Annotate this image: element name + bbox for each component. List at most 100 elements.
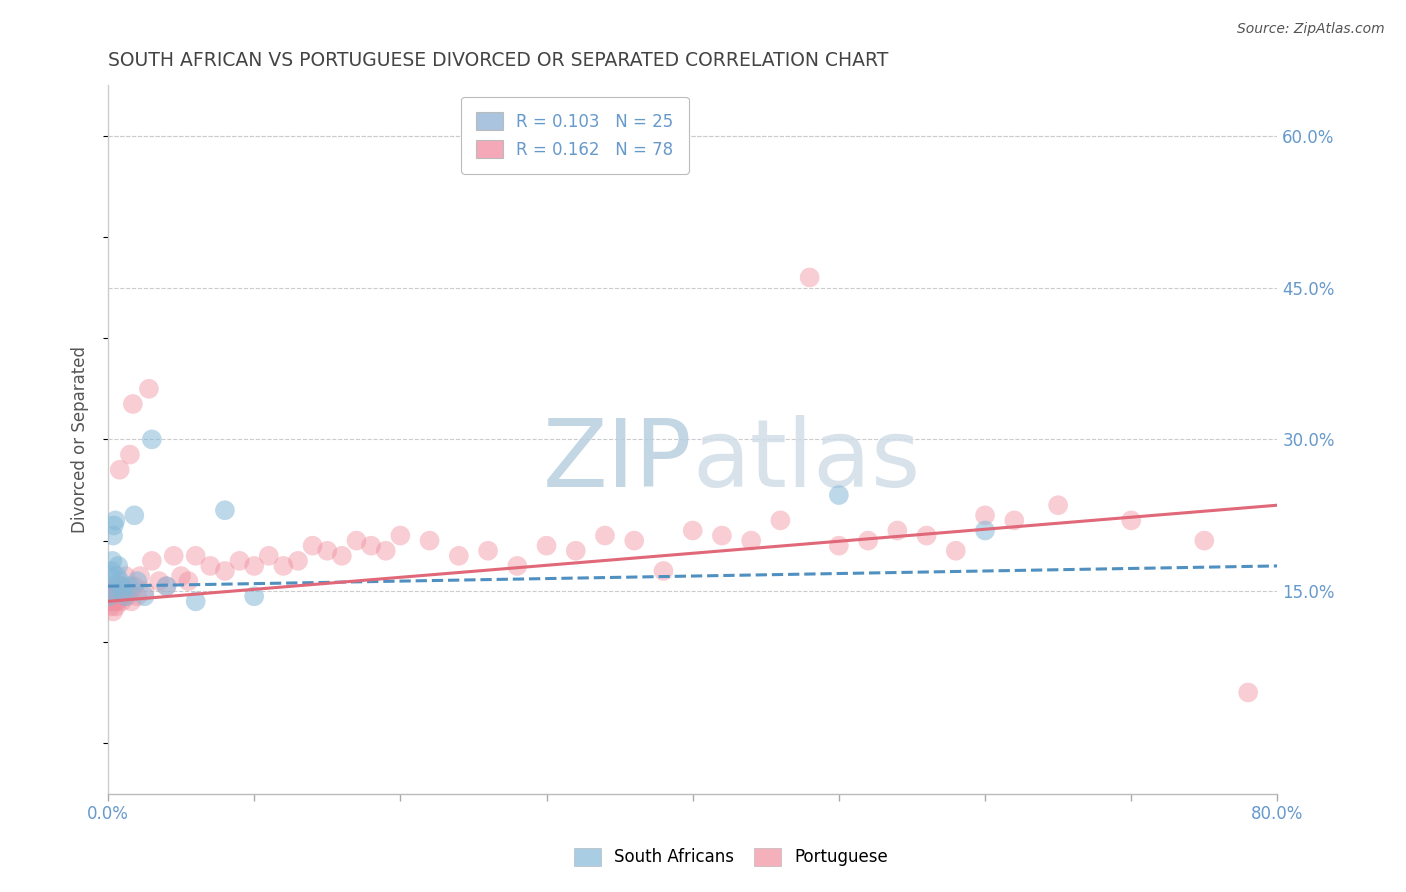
- Point: [374, 543, 396, 558]
- Point: [115, 589, 138, 603]
- Point: [184, 549, 207, 563]
- Point: [257, 549, 280, 563]
- Point: [101, 579, 124, 593]
- Point: [105, 569, 128, 583]
- Point: [828, 488, 851, 502]
- Point: [124, 579, 146, 593]
- Point: [103, 589, 125, 603]
- Point: [301, 539, 323, 553]
- Point: [1002, 513, 1025, 527]
- Point: [111, 584, 134, 599]
- Point: [1047, 498, 1070, 512]
- Point: [243, 589, 266, 603]
- Point: [623, 533, 645, 548]
- Point: [170, 569, 193, 583]
- Point: [769, 513, 792, 527]
- Point: [974, 524, 997, 538]
- Point: [273, 558, 295, 573]
- Point: [163, 549, 186, 563]
- Point: [107, 594, 129, 608]
- Point: [214, 564, 236, 578]
- Point: [124, 508, 146, 523]
- Point: [243, 558, 266, 573]
- Point: [536, 539, 558, 553]
- Point: [121, 397, 143, 411]
- Text: atlas: atlas: [693, 415, 921, 507]
- Point: [1194, 533, 1216, 548]
- Point: [141, 554, 163, 568]
- Legend: South Africans, Portuguese: South Africans, Portuguese: [568, 841, 894, 873]
- Point: [105, 579, 128, 593]
- Point: [477, 543, 499, 558]
- Point: [141, 433, 163, 447]
- Point: [98, 584, 121, 599]
- Point: [108, 574, 131, 588]
- Point: [506, 558, 529, 573]
- Point: [593, 528, 616, 542]
- Point: [200, 558, 222, 573]
- Point: [117, 584, 139, 599]
- Point: [114, 589, 136, 603]
- Point: [389, 528, 412, 542]
- Point: [101, 528, 124, 542]
- Point: [104, 594, 127, 608]
- Point: [104, 513, 127, 527]
- Y-axis label: Divorced or Separated: Divorced or Separated: [72, 346, 89, 533]
- Point: [134, 589, 156, 603]
- Point: [287, 554, 309, 568]
- Point: [111, 594, 134, 608]
- Point: [346, 533, 368, 548]
- Point: [120, 594, 142, 608]
- Point: [652, 564, 675, 578]
- Point: [974, 508, 997, 523]
- Point: [682, 524, 704, 538]
- Point: [111, 589, 134, 603]
- Point: [330, 549, 353, 563]
- Point: [228, 554, 250, 568]
- Point: [97, 594, 120, 608]
- Point: [98, 589, 121, 603]
- Point: [108, 463, 131, 477]
- Point: [127, 574, 149, 588]
- Point: [100, 594, 122, 608]
- Text: ZIP: ZIP: [543, 415, 693, 507]
- Point: [107, 584, 129, 599]
- Point: [103, 518, 125, 533]
- Point: [214, 503, 236, 517]
- Point: [118, 579, 141, 593]
- Text: SOUTH AFRICAN VS PORTUGUESE DIVORCED OR SEPARATED CORRELATION CHART: SOUTH AFRICAN VS PORTUGUESE DIVORCED OR …: [108, 51, 889, 70]
- Point: [101, 554, 124, 568]
- Point: [110, 579, 132, 593]
- Point: [856, 533, 879, 548]
- Point: [103, 584, 125, 599]
- Point: [105, 599, 128, 614]
- Legend: R = 0.103   N = 25, R = 0.162   N = 78: R = 0.103 N = 25, R = 0.162 N = 78: [461, 97, 689, 174]
- Point: [1237, 685, 1260, 699]
- Point: [118, 448, 141, 462]
- Point: [98, 589, 121, 603]
- Point: [110, 589, 132, 603]
- Point: [184, 594, 207, 608]
- Point: [316, 543, 339, 558]
- Point: [107, 558, 129, 573]
- Point: [799, 270, 821, 285]
- Point: [129, 569, 152, 583]
- Point: [114, 569, 136, 583]
- Point: [360, 539, 382, 553]
- Point: [915, 528, 938, 542]
- Point: [101, 605, 124, 619]
- Point: [100, 564, 122, 578]
- Point: [100, 599, 122, 614]
- Point: [138, 382, 160, 396]
- Point: [1121, 513, 1143, 527]
- Point: [710, 528, 733, 542]
- Point: [886, 524, 908, 538]
- Point: [155, 579, 177, 593]
- Point: [112, 584, 135, 599]
- Text: Source: ZipAtlas.com: Source: ZipAtlas.com: [1237, 22, 1385, 37]
- Point: [945, 543, 967, 558]
- Point: [155, 579, 177, 593]
- Point: [419, 533, 441, 548]
- Point: [100, 569, 122, 583]
- Point: [564, 543, 586, 558]
